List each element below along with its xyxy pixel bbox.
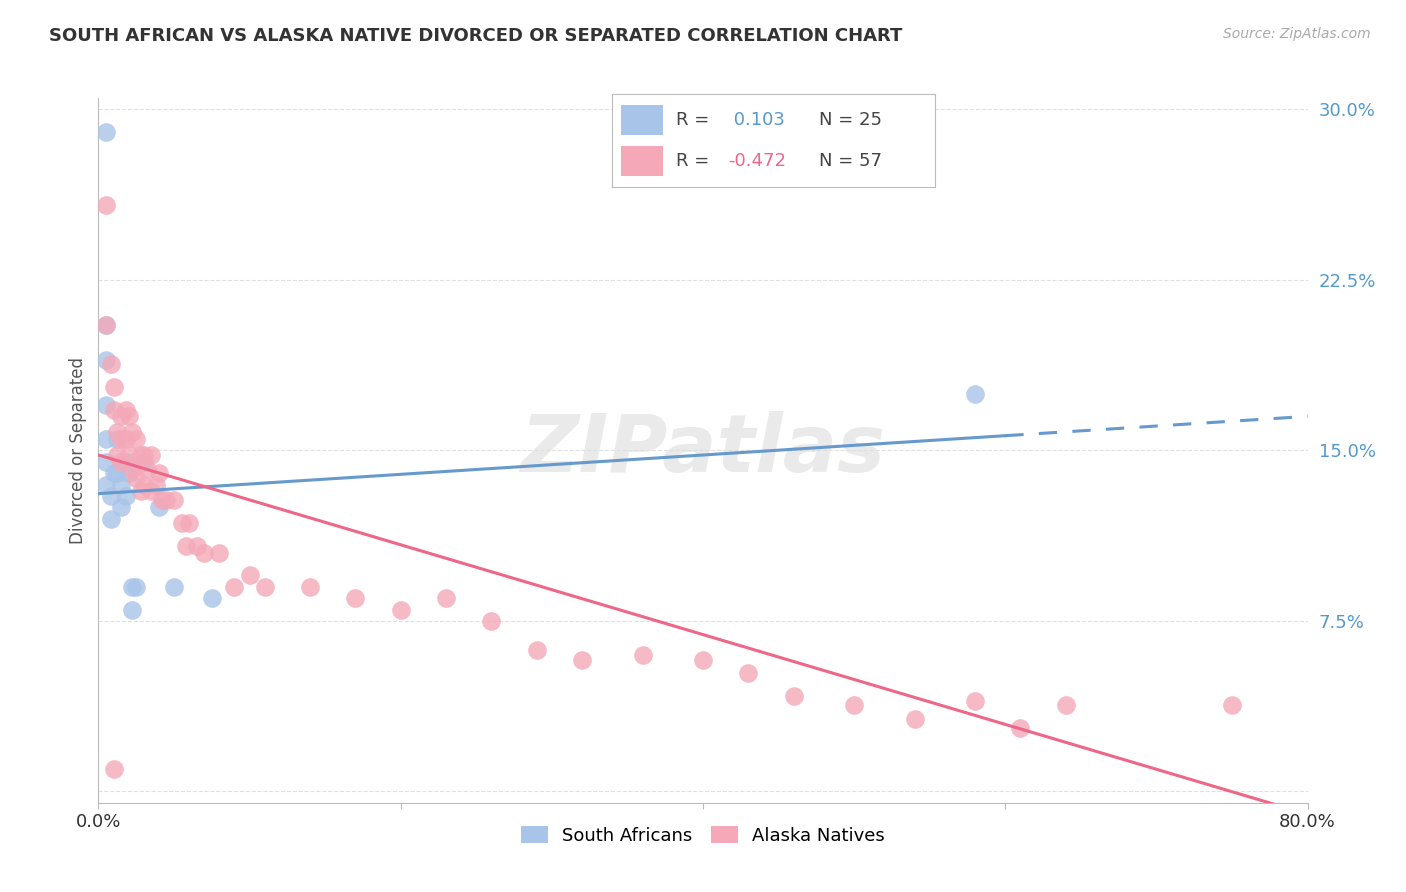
Point — [121, 580, 143, 594]
Point — [114, 432, 136, 446]
Point — [94, 352, 117, 367]
Point — [344, 591, 367, 606]
Point — [94, 198, 117, 212]
Point — [118, 466, 141, 480]
Point — [103, 762, 125, 776]
Text: Source: ZipAtlas.com: Source: ZipAtlas.com — [1223, 27, 1371, 41]
Point — [100, 489, 122, 503]
Text: 0.103: 0.103 — [728, 111, 785, 128]
Point — [692, 652, 714, 666]
Point — [121, 425, 143, 440]
Point — [135, 461, 157, 475]
Point — [125, 432, 148, 446]
Point — [783, 689, 806, 703]
Point — [299, 580, 322, 594]
Point — [114, 455, 136, 469]
Text: SOUTH AFRICAN VS ALASKA NATIVE DIVORCED OR SEPARATED CORRELATION CHART: SOUTH AFRICAN VS ALASKA NATIVE DIVORCED … — [49, 27, 903, 45]
Point — [132, 448, 155, 462]
Point — [110, 432, 132, 446]
Point — [1054, 698, 1077, 712]
Point — [103, 380, 125, 394]
Point — [526, 643, 548, 657]
Point — [105, 432, 128, 446]
Point — [155, 493, 177, 508]
Point — [114, 489, 136, 503]
Point — [129, 448, 152, 462]
Point — [121, 461, 143, 475]
Point — [208, 546, 231, 560]
Point — [105, 466, 128, 480]
Point — [631, 648, 654, 662]
Point — [94, 432, 117, 446]
Point — [965, 386, 987, 401]
Point — [174, 539, 197, 553]
Point — [125, 471, 148, 485]
Legend: South Africans, Alaska Natives: South Africans, Alaska Natives — [512, 817, 894, 854]
Bar — [621, 105, 664, 135]
Point — [132, 455, 155, 469]
Point — [105, 425, 128, 440]
Point — [571, 652, 593, 666]
Text: R =: R = — [676, 111, 716, 128]
Point — [737, 666, 759, 681]
Point — [224, 580, 246, 594]
Point — [114, 402, 136, 417]
Point — [94, 318, 117, 333]
Point — [163, 580, 186, 594]
Text: N = 57: N = 57 — [818, 153, 882, 170]
Point — [148, 466, 170, 480]
Point — [150, 493, 173, 508]
Point — [844, 698, 866, 712]
Point — [481, 614, 503, 628]
Point — [121, 602, 143, 616]
Point — [965, 693, 987, 707]
Text: -0.472: -0.472 — [728, 153, 786, 170]
Point — [1220, 698, 1243, 712]
Point — [1010, 721, 1032, 735]
Y-axis label: Divorced or Separated: Divorced or Separated — [69, 357, 87, 544]
Point — [110, 477, 132, 491]
Text: ZIPatlas: ZIPatlas — [520, 411, 886, 490]
Point — [170, 516, 193, 531]
Point — [253, 580, 276, 594]
Point — [94, 477, 117, 491]
Point — [141, 448, 163, 462]
Point — [110, 455, 132, 469]
Point — [103, 466, 125, 480]
Point — [129, 484, 152, 499]
Point — [239, 568, 262, 582]
Point — [389, 602, 412, 616]
Point — [145, 477, 167, 491]
Point — [141, 484, 163, 499]
Point — [904, 712, 927, 726]
Point — [193, 546, 215, 560]
Point — [100, 511, 122, 525]
Point — [118, 448, 141, 462]
Point — [105, 448, 128, 462]
Point — [94, 125, 117, 139]
Point — [148, 500, 170, 515]
Point — [94, 398, 117, 412]
Point — [100, 357, 122, 371]
Point — [179, 516, 201, 531]
Point — [434, 591, 457, 606]
Point — [110, 409, 132, 424]
Point — [118, 409, 141, 424]
Text: N = 25: N = 25 — [818, 111, 882, 128]
Text: R =: R = — [676, 153, 716, 170]
Point — [94, 455, 117, 469]
Point — [94, 318, 117, 333]
Point — [163, 493, 186, 508]
Point — [201, 591, 224, 606]
Point — [186, 539, 208, 553]
Point — [125, 580, 148, 594]
Point — [110, 500, 132, 515]
Point — [132, 477, 155, 491]
Bar — [621, 146, 664, 176]
Point — [103, 402, 125, 417]
